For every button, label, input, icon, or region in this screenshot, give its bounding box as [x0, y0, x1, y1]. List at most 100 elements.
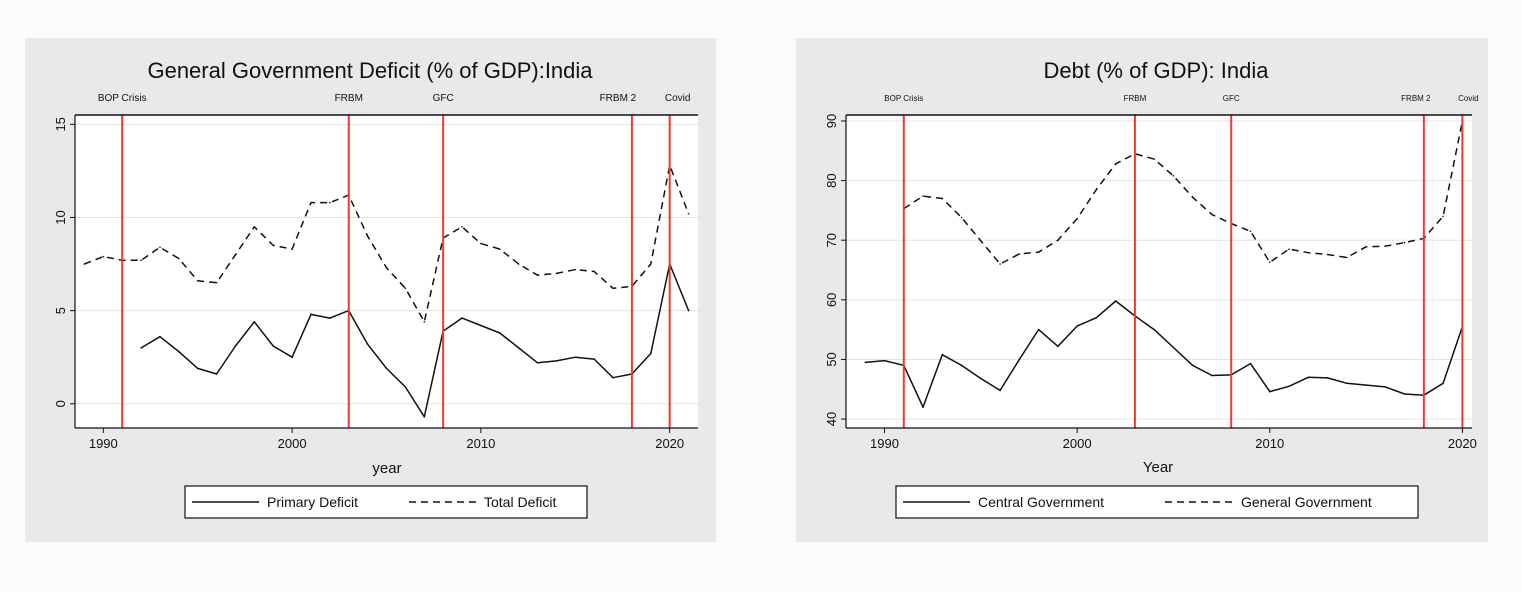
data-point-total-deficit	[366, 235, 369, 237]
data-point-central-government	[1442, 382, 1444, 385]
data-point-primary-deficit	[159, 335, 161, 338]
y-tick-label: 15	[53, 117, 68, 131]
legend-label-central-government: Central Government	[978, 494, 1104, 510]
event-label-frbm-2: FRBM 2	[1401, 94, 1431, 103]
data-point-general-government	[922, 195, 924, 197]
data-point-primary-deficit	[536, 361, 539, 364]
plot-background	[846, 115, 1472, 428]
data-point-general-government	[1076, 217, 1078, 220]
data-point-primary-deficit	[291, 356, 293, 359]
data-point-total-deficit	[517, 263, 520, 265]
data-point-central-government	[1249, 362, 1252, 365]
x-tick-label: 2020	[1448, 436, 1477, 451]
data-point-general-government	[1307, 251, 1310, 254]
data-point-primary-deficit	[517, 347, 520, 349]
data-point-general-government	[1018, 253, 1021, 255]
data-point-primary-deficit	[196, 367, 199, 370]
event-label-gfc: GFC	[1223, 94, 1240, 103]
data-point-general-government	[1403, 241, 1406, 244]
data-point-general-government	[1346, 256, 1348, 259]
data-point-primary-deficit	[234, 345, 237, 347]
data-point-primary-deficit	[574, 356, 577, 359]
x-tick-label: 2020	[655, 436, 684, 451]
series-line-general-government	[903, 120, 1464, 265]
data-point-central-government	[1288, 385, 1290, 388]
data-point-general-government	[1057, 239, 1059, 241]
series-line-central-government	[865, 300, 1464, 408]
data-point-total-deficit	[423, 321, 426, 323]
data-point-total-deficit	[555, 272, 558, 275]
debt-chart-panel: Debt (% of GDP): India Year Central Gove…	[796, 38, 1488, 542]
data-point-central-government	[1268, 390, 1271, 393]
data-point-general-government	[1153, 158, 1155, 160]
data-point-total-deficit	[650, 263, 652, 265]
y-tick-label: 90	[824, 114, 839, 128]
data-point-central-government	[1037, 328, 1040, 331]
data-point-general-government	[1384, 245, 1387, 247]
data-point-central-government	[999, 389, 1001, 392]
data-point-general-government	[1288, 248, 1290, 250]
data-point-total-deficit	[498, 248, 501, 250]
y-tick-label: 5	[53, 307, 68, 314]
data-point-general-government	[1268, 261, 1271, 264]
data-point-total-deficit	[83, 263, 86, 265]
data-point-total-deficit	[574, 268, 577, 271]
data-point-total-deficit	[272, 244, 275, 247]
data-point-primary-deficit	[310, 313, 312, 316]
data-point-central-government	[864, 361, 867, 364]
data-point-total-deficit	[536, 274, 539, 277]
data-point-general-government	[1172, 175, 1175, 177]
debt-chart: Debt (% of GDP): India Year Central Gove…	[824, 58, 1479, 519]
x-tick-label: 2000	[278, 436, 307, 451]
data-point-primary-deficit	[404, 386, 407, 388]
series-line-primary-deficit	[140, 263, 690, 418]
data-point-general-government	[941, 197, 944, 200]
data-point-primary-deficit	[498, 332, 501, 334]
data-point-general-government	[960, 216, 963, 219]
data-point-central-government	[1211, 374, 1213, 377]
data-point-central-government	[1057, 345, 1059, 348]
data-point-central-government	[1326, 377, 1329, 379]
x-axis-label: Year	[1143, 459, 1173, 476]
data-point-primary-deficit	[140, 347, 142, 349]
data-point-central-government	[1076, 325, 1078, 327]
x-tick-label: 2000	[1063, 436, 1092, 451]
data-point-primary-deficit	[215, 373, 218, 375]
y-tick-label: 60	[824, 293, 839, 307]
data-point-central-government	[941, 353, 944, 356]
data-point-primary-deficit	[366, 343, 369, 345]
plot-area: 0 5 10 15 1990 2000 2010 2020 BOP Crisis FRBM GFC F…	[53, 93, 698, 451]
data-point-general-government	[1249, 230, 1252, 233]
data-point-general-government	[1442, 215, 1444, 218]
data-point-total-deficit	[461, 225, 463, 228]
data-point-total-deficit	[310, 201, 312, 204]
data-point-general-government	[1114, 163, 1117, 165]
chart-title: General Government Deficit (% of GDP):In…	[147, 58, 593, 83]
y-tick-label: 0	[53, 400, 68, 407]
y-tick-label: 70	[824, 233, 839, 247]
data-point-central-government	[1172, 346, 1175, 349]
data-point-general-government	[1191, 196, 1194, 199]
legend: Primary Deficit Total Deficit	[184, 485, 588, 519]
y-tick-label: 50	[824, 352, 839, 366]
data-point-total-deficit	[329, 201, 331, 204]
event-label-frbm-2: FRBM 2	[600, 93, 637, 104]
data-point-central-government	[1403, 393, 1406, 395]
x-tick-label: 2010	[466, 436, 495, 451]
data-point-central-government	[980, 377, 982, 380]
y-tick-label: 40	[824, 412, 839, 426]
event-label-bop-crisis: BOP Crisis	[884, 94, 923, 103]
data-point-central-government	[883, 359, 886, 362]
data-point-total-deficit	[215, 281, 218, 284]
x-tick-label: 1990	[89, 436, 118, 451]
data-point-total-deficit	[687, 212, 690, 215]
data-point-total-deficit	[404, 287, 407, 290]
data-point-primary-deficit	[612, 376, 614, 379]
data-point-central-government	[1365, 384, 1367, 386]
data-point-total-deficit	[253, 225, 256, 228]
data-point-central-government	[1153, 328, 1155, 331]
data-point-primary-deficit	[178, 350, 180, 353]
data-point-central-government	[1191, 364, 1194, 367]
data-point-general-government	[1365, 245, 1367, 248]
data-point-total-deficit	[196, 280, 199, 282]
